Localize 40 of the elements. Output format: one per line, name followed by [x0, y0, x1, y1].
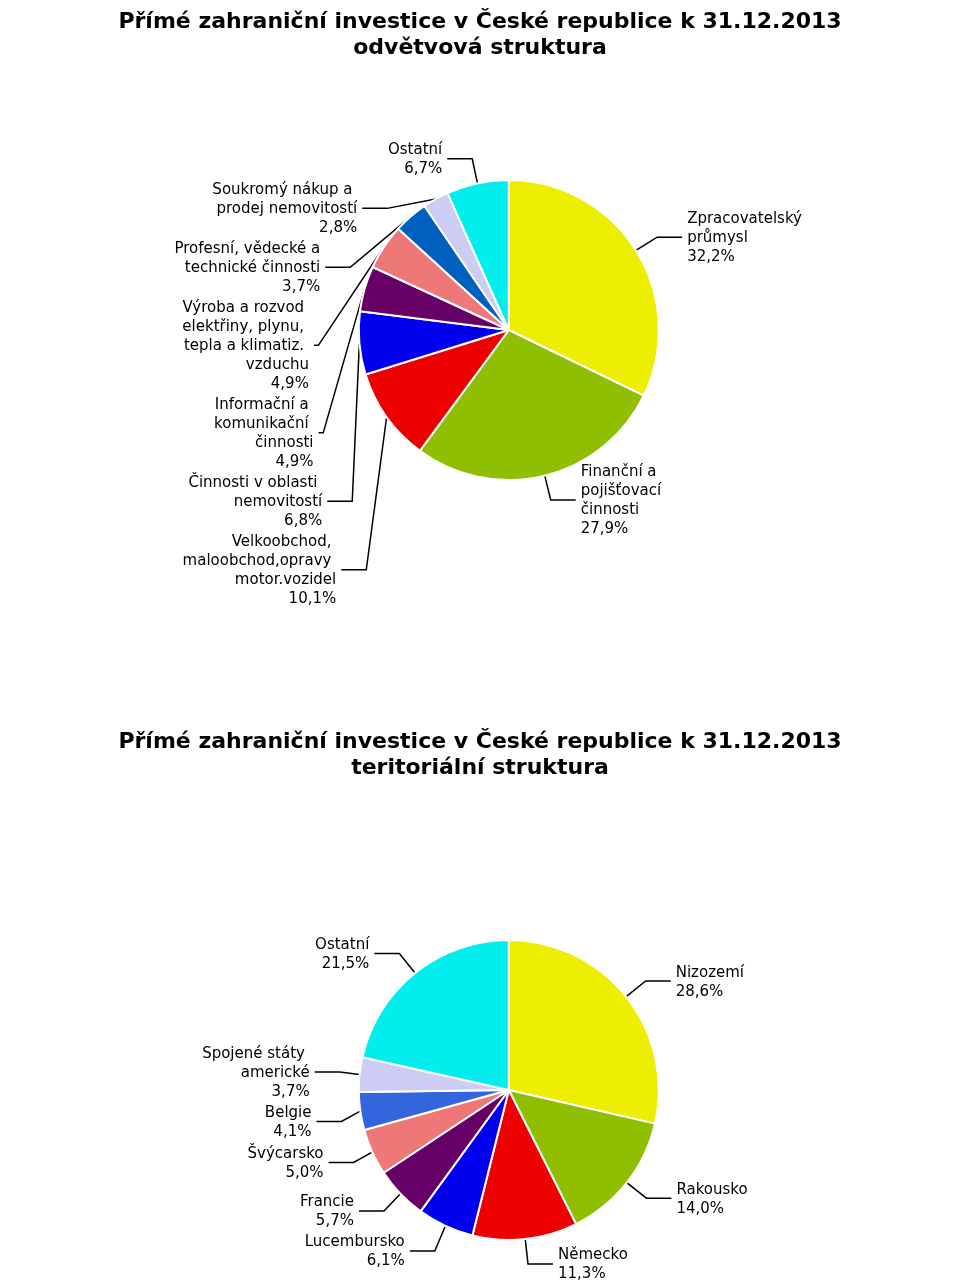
- data-label: 5,7%: [315, 1211, 354, 1230]
- data-label: 4,9%: [275, 452, 314, 471]
- chart-subtitle: odvětvová struktura: [353, 33, 607, 59]
- slice-label: Nizozemí: [675, 962, 745, 981]
- data-label: 6,8%: [284, 511, 323, 530]
- slice-label: Soukromý nákup a prodej nemovitostí: [212, 180, 359, 218]
- slice-label: Finanční a pojišťovací činnosti: [580, 462, 666, 519]
- data-label: 28,6%: [675, 981, 724, 1000]
- chart-subtitle: teritoriální struktura: [351, 753, 609, 779]
- slice-label: Zpracovatelský průmysl: [687, 209, 807, 247]
- slice-label: Ostatní: [315, 934, 371, 953]
- data-label: 4,1%: [273, 1121, 312, 1140]
- data-label: 21,5%: [321, 953, 370, 972]
- slice-label: Německo: [558, 1245, 628, 1264]
- data-label: 14,0%: [676, 1198, 725, 1217]
- data-label: 10,1%: [288, 589, 337, 608]
- slice-label: Informační a komunikační činnosti: [214, 395, 314, 452]
- slice-label: Činnosti v oblasti nemovitostí: [188, 472, 324, 511]
- slice-label: Výroba a rozvod elektřiny, plynu, tepla a klimatiz. vzduchu: [182, 298, 309, 374]
- slice-label: Rakousko: [676, 1179, 748, 1198]
- slice-label: Ostatní: [387, 140, 444, 159]
- data-label: 4,9%: [270, 374, 309, 393]
- data-label: 6,7%: [404, 159, 443, 178]
- chart-title: Přímé zahraniční investice v České republice k 31.12.2013: [118, 7, 842, 33]
- slice-label: Velkoobchod, maloobchod,opravy motor.vozidel: [182, 532, 337, 589]
- slice-label: Švýcarsko: [247, 1143, 324, 1163]
- slice-label: Lucembursko: [304, 1232, 405, 1251]
- slice-label: Spojené státy americké: [202, 1043, 310, 1081]
- data-label: 11,3%: [558, 1264, 606, 1283]
- data-label: 3,7%: [271, 1081, 310, 1100]
- slice-label: Francie: [299, 1192, 354, 1211]
- data-label: 2,8%: [319, 218, 358, 237]
- chart-title: Přímé zahraniční investice v České republice k 31.12.2013: [118, 727, 842, 753]
- data-label: 5,0%: [285, 1163, 324, 1182]
- data-label: 3,7%: [282, 277, 321, 296]
- data-label: 27,9%: [580, 519, 629, 538]
- slice-label: Profesní, vědecké a technické činnosti: [174, 239, 321, 277]
- slice-label: Belgie: [264, 1102, 312, 1121]
- data-label: 6,1%: [366, 1251, 405, 1270]
- data-label: 32,2%: [687, 247, 735, 266]
